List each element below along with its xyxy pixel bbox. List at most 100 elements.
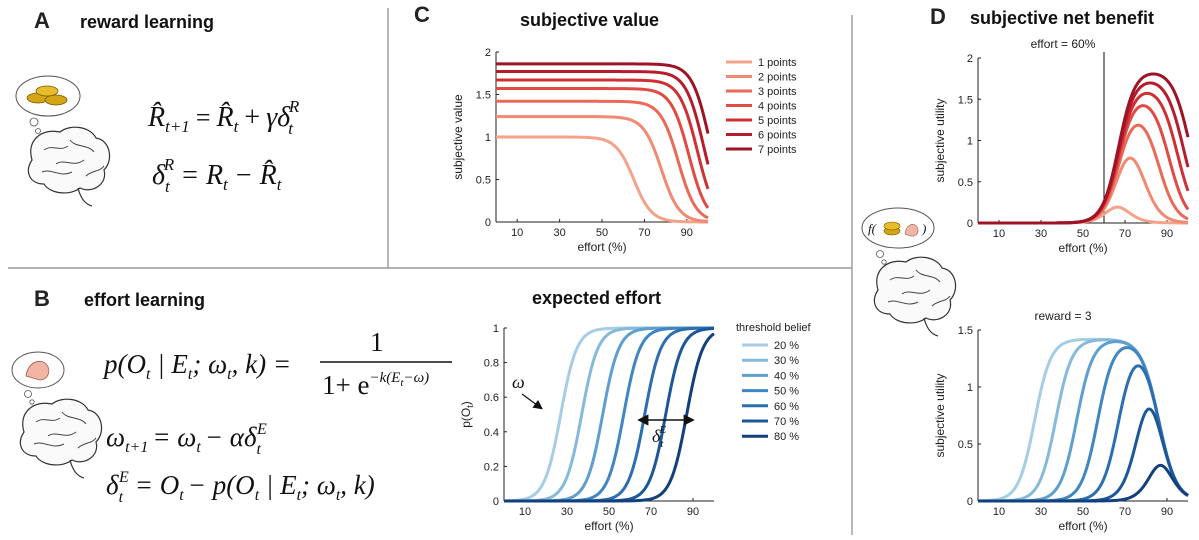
panel-a-letter: A — [34, 8, 50, 33]
legend-label: 5 points — [758, 115, 797, 127]
x-tick-label: 10 — [993, 506, 1005, 518]
brain-icon — [873, 256, 957, 337]
legend-title: threshold belief — [736, 322, 812, 334]
x-tick-label: 50 — [1077, 506, 1089, 518]
series-line-4 — [495, 87, 710, 209]
x-tick-label: 90 — [1161, 506, 1173, 518]
equation-effort-prediction-error: δtE = Ot − p(Ot | Et; ωt, k) — [106, 469, 375, 506]
x-axis-label: effort (%) — [577, 240, 626, 254]
svg-text:): ) — [921, 221, 926, 236]
y-tick-label: 2 — [967, 53, 973, 65]
y-axis-label: subjective value — [451, 94, 465, 180]
legend-label: 3 points — [758, 86, 797, 98]
panel-b-letter: B — [34, 286, 50, 311]
y-tick-label: 0 — [967, 496, 973, 508]
x-tick-label: 10 — [511, 227, 523, 239]
svg-text:1+ e−k(Et−ω): 1+ e−k(Et−ω) — [322, 370, 429, 400]
series-line-1 — [495, 135, 709, 224]
series-line-6 — [495, 70, 710, 165]
panel-d-title: subjective net benefit — [970, 8, 1154, 28]
legend-label: 70 % — [774, 416, 799, 428]
series-line-7 — [503, 332, 715, 503]
svg-text:ω: ω — [512, 372, 525, 392]
legend-label: 4 points — [758, 101, 797, 113]
y-tick-label: 1 — [493, 323, 499, 335]
equation-threshold-update: ωt+1 = ωt − αδtE — [106, 421, 267, 458]
svg-text:ωt+1= ωt− αδtE: ωt+1 = ωt − αδtE — [106, 421, 267, 458]
y-tick-label: 0.2 — [484, 461, 499, 473]
x-axis-label: effort (%) — [1058, 241, 1107, 255]
chart-expected-effort: 10 30 50 70 90 0 0.2 0.4 0.6 0.8 1 effort (%) p(Ot) t… — [459, 322, 812, 533]
panel-c-letter: C — [414, 2, 430, 27]
legend-label: 40 % — [774, 370, 799, 382]
series-line-3 — [495, 99, 709, 220]
y-tick-label: 0 — [493, 496, 499, 508]
x-tick-label: 90 — [687, 506, 699, 518]
x-axis-label: effort (%) — [1058, 519, 1107, 533]
delta-e-annotation: δtE — [637, 414, 695, 450]
legend-label: 60 % — [774, 401, 799, 413]
legend-label: 30 % — [774, 355, 799, 367]
y-tick-label: 0 — [485, 217, 491, 229]
y-tick-label: 0.4 — [484, 427, 499, 439]
arm-thought-icon — [11, 351, 65, 405]
chart-net-benefit-effort: 10 30 50 70 90 0 0.5 1 1.5 2 effort (%) subjective … — [933, 37, 1190, 255]
x-tick-label: 70 — [645, 506, 657, 518]
series-line-2 — [977, 156, 1189, 225]
panel-d-letter: D — [930, 4, 946, 29]
x-tick-label: 10 — [519, 506, 531, 518]
coins-thought-icon — [15, 75, 81, 134]
brain-icon — [27, 126, 111, 207]
equation-reward-update: R̂t+1 = R̂t + γδtR — [147, 97, 300, 138]
x-tick-label: 90 — [1161, 228, 1173, 240]
function-thought-icon: f( ) — [861, 207, 935, 265]
chart-subtitle: reward = 3 — [1034, 309, 1091, 323]
chart-subtitle: effort = 60% — [1031, 37, 1096, 51]
y-tick-label: 0.5 — [958, 439, 973, 451]
series-line-2 — [495, 115, 709, 223]
svg-text:f(: f( — [868, 221, 877, 236]
y-axis-label: subjective utility — [933, 373, 947, 457]
x-tick-label: 50 — [603, 506, 615, 518]
y-tick-label: 0 — [967, 218, 973, 230]
panel-a-title: reward learning — [80, 12, 214, 32]
y-tick-label: 0.8 — [484, 358, 499, 370]
legend-label: 80 % — [774, 431, 799, 443]
equation-reward-prediction-error: δtR = Rt − R̂t — [152, 155, 283, 196]
y-tick-label: 1 — [485, 132, 491, 144]
svg-text:1: 1 — [370, 327, 384, 357]
svg-text:δtR=Rt−R̂t: δtR = Rt − R̂t — [152, 155, 283, 196]
chart-net-benefit-reward: 10 30 50 70 90 0 0.5 1 1.5 effort (%) subjective u… — [933, 309, 1189, 533]
x-tick-label: 30 — [1035, 506, 1047, 518]
y-tick-label: 1 — [967, 382, 973, 394]
y-tick-label: 2 — [485, 47, 491, 59]
panel-c-title: subjective value — [520, 10, 659, 30]
x-tick-label: 50 — [1077, 228, 1089, 240]
svg-text:p(Ot | Et; ωt, k) =: p(Ot | Et; ωt, k) = — [102, 349, 291, 383]
panel-b-title: effort learning — [84, 290, 205, 310]
y-axis-label: subjective utility — [933, 98, 947, 182]
y-tick-label: 1 — [967, 136, 973, 148]
x-axis-label: effort (%) — [584, 519, 633, 533]
omega-annotation: ω — [512, 372, 543, 410]
svg-text:δtE= Ot− p(Ot | Et; ωt, k): δtE = Ot − p(Ot | Et; ωt, k) — [106, 469, 375, 506]
svg-text:δtE: δtE — [652, 424, 666, 450]
y-tick-label: 1.5 — [958, 325, 973, 337]
series-line-5 — [495, 78, 710, 190]
equation-sigmoid: p(Ot | Et; ωt, k) = 1 1+ e−k(Et−ω) — [102, 327, 452, 400]
svg-text:R̂t+1=R̂t+γδtR: R̂t+1 = R̂t + γδtR — [147, 97, 300, 138]
series-line-7 — [977, 463, 1189, 503]
y-tick-label: 0.5 — [958, 177, 973, 189]
legend-label: 50 % — [774, 386, 799, 398]
legend-label: 7 points — [758, 144, 797, 156]
chart-subjective-value: 10 30 50 70 90 0 0.5 1 1.5 2 effort (%) subjective … — [451, 47, 797, 254]
x-tick-label: 30 — [553, 227, 565, 239]
series-line-4 — [503, 326, 715, 503]
y-tick-label: 0.5 — [476, 175, 491, 187]
panel-expected-effort-title: expected effort — [532, 288, 661, 308]
x-tick-label: 70 — [1119, 228, 1131, 240]
y-tick-label: 0.6 — [484, 392, 499, 404]
x-tick-label: 50 — [596, 227, 608, 239]
legend-label: 6 points — [758, 130, 797, 142]
